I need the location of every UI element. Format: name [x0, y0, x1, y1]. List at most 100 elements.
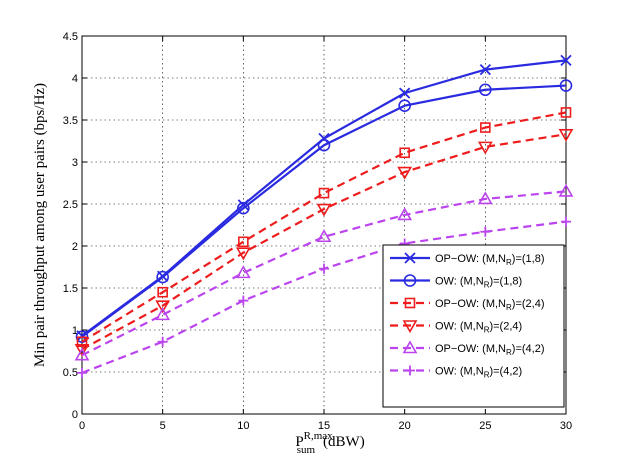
x-tick-label: 5	[160, 420, 166, 432]
data-point-stroke	[560, 54, 572, 66]
series-line	[81, 84, 567, 338]
data-point	[399, 87, 411, 99]
y-tick-label: 1.5	[63, 283, 78, 295]
data-point	[74, 344, 90, 357]
data-point	[77, 367, 87, 378]
x-tick-label: 0	[79, 420, 85, 432]
data-point	[480, 122, 491, 133]
y-tick-label: 3	[72, 157, 78, 169]
data-point	[237, 199, 249, 211]
grid-lines	[82, 36, 566, 414]
data-point	[558, 183, 574, 197]
data-point-stroke	[399, 87, 411, 99]
legend-entry: OP−OW: (M,NR)=(1,8)	[390, 252, 545, 267]
legend-label-prefix: OP−OW: (M,N	[435, 253, 506, 265]
data-point	[76, 336, 88, 348]
legend-label-suffix: )=(2,4)	[512, 298, 545, 310]
legend-marker	[405, 365, 415, 376]
data-point	[477, 141, 493, 155]
legend-label-prefix: OP−OW: (M,N	[435, 343, 506, 355]
data-point	[157, 336, 168, 347]
legend-label: OP−OW: (M,NR)=(1,8)	[435, 253, 545, 267]
legend-entry: OP−OW: (M,NR)=(4,2)	[390, 340, 545, 357]
series-4	[74, 128, 574, 357]
data-point	[397, 207, 413, 221]
data-point	[477, 191, 493, 205]
data-point	[479, 63, 491, 76]
legend: OP−OW: (M,NR)=(1,8)OW: (M,NR)=(1,8)OP−OW…	[382, 244, 565, 408]
legend-label-suffix: )=(1,8)	[512, 253, 545, 265]
y-tick-label: 2.5	[63, 199, 78, 211]
y-axis-label: Min pair throughput among user pairs (bp…	[32, 83, 48, 367]
legend-entry: OP−OW: (M,NR)=(2,4)	[390, 297, 545, 312]
data-point	[157, 286, 168, 298]
legend-marker	[404, 297, 416, 309]
x-axis-label-sub: sum	[297, 444, 316, 456]
x-tick-label: 30	[560, 420, 572, 432]
legend-label-sub: R	[506, 258, 512, 267]
x-tick-label: 20	[399, 420, 411, 432]
y-tick-label: 0	[72, 409, 78, 421]
legend-label-sub: R	[484, 326, 490, 335]
data-point	[561, 216, 571, 227]
data-point	[75, 330, 89, 344]
x-axis-label: PR,max sum (dBW)	[295, 430, 364, 456]
data-point	[316, 229, 332, 243]
x-tick-label: 25	[479, 420, 491, 432]
legend-label-prefix: OW: (M,N	[435, 366, 484, 378]
x-axis-label-main: P	[295, 434, 303, 450]
legend-label-sub: R	[484, 371, 490, 380]
legend-label-suffix: )=(1,8)	[489, 276, 522, 288]
y-tick-label: 3.5	[63, 115, 78, 127]
series-5	[74, 183, 574, 361]
series-2	[75, 79, 573, 344]
y-tick-label: 1	[72, 325, 78, 337]
series-line	[81, 111, 567, 343]
data-point	[237, 201, 250, 215]
data-point	[319, 263, 329, 274]
legend-label: OW: (M,NR)=(1,8)	[435, 276, 522, 290]
data-point	[74, 347, 90, 361]
y-tick-label: 4.5	[63, 31, 78, 43]
x-axis-label-unit: (dBW)	[323, 434, 365, 450]
data-point	[238, 236, 249, 248]
data-point	[156, 270, 169, 284]
legend-marker	[402, 320, 418, 334]
data-point	[398, 99, 411, 113]
legend-label: OP−OW: (M,NR)=(2,4)	[435, 298, 545, 312]
data-point	[155, 307, 171, 321]
data-point	[560, 54, 572, 66]
data-point	[235, 265, 251, 279]
legend-label-sub: R	[506, 303, 512, 312]
data-point	[560, 107, 572, 118]
data-point	[559, 79, 573, 92]
data-point	[238, 295, 249, 306]
data-point	[480, 226, 491, 237]
legend-label: OW: (M,NR)=(4,2)	[435, 366, 522, 380]
legend-label: OP−OW: (M,NR)=(4,2)	[435, 343, 545, 357]
legend-entry: OW: (M,NR)=(4,2)	[390, 365, 522, 380]
data-point	[235, 247, 251, 261]
legend-label-suffix: )=(4,2)	[512, 343, 545, 355]
y-tick-label: 4	[72, 73, 78, 85]
data-point-stroke	[479, 63, 491, 76]
data-point	[397, 166, 413, 180]
data-point	[318, 187, 330, 199]
x-tick-label: 15	[318, 420, 330, 432]
legend-label-prefix: OW: (M,N	[435, 276, 484, 288]
legend-marker	[404, 252, 416, 264]
axis-ticks: 0 5 10 15 20 25 30 0 0.5 1 1.5 2 2.5 3 3.5 4 4.5	[63, 31, 572, 432]
y-tick-label: 0.5	[63, 367, 78, 379]
data-point	[399, 147, 410, 159]
legend-label-sub: R	[484, 281, 490, 290]
data-point	[558, 128, 574, 142]
legend-marker	[402, 340, 418, 354]
legend-label-prefix: OP−OW: (M,N	[435, 298, 506, 310]
data-point	[155, 300, 171, 314]
legend-entry: OW: (M,NR)=(2,4)	[390, 320, 522, 335]
legend-marker-stroke	[404, 252, 416, 264]
data-point-stroke	[237, 199, 249, 211]
series-3	[76, 107, 572, 348]
legend-label-suffix: )=(2,4)	[489, 321, 522, 333]
